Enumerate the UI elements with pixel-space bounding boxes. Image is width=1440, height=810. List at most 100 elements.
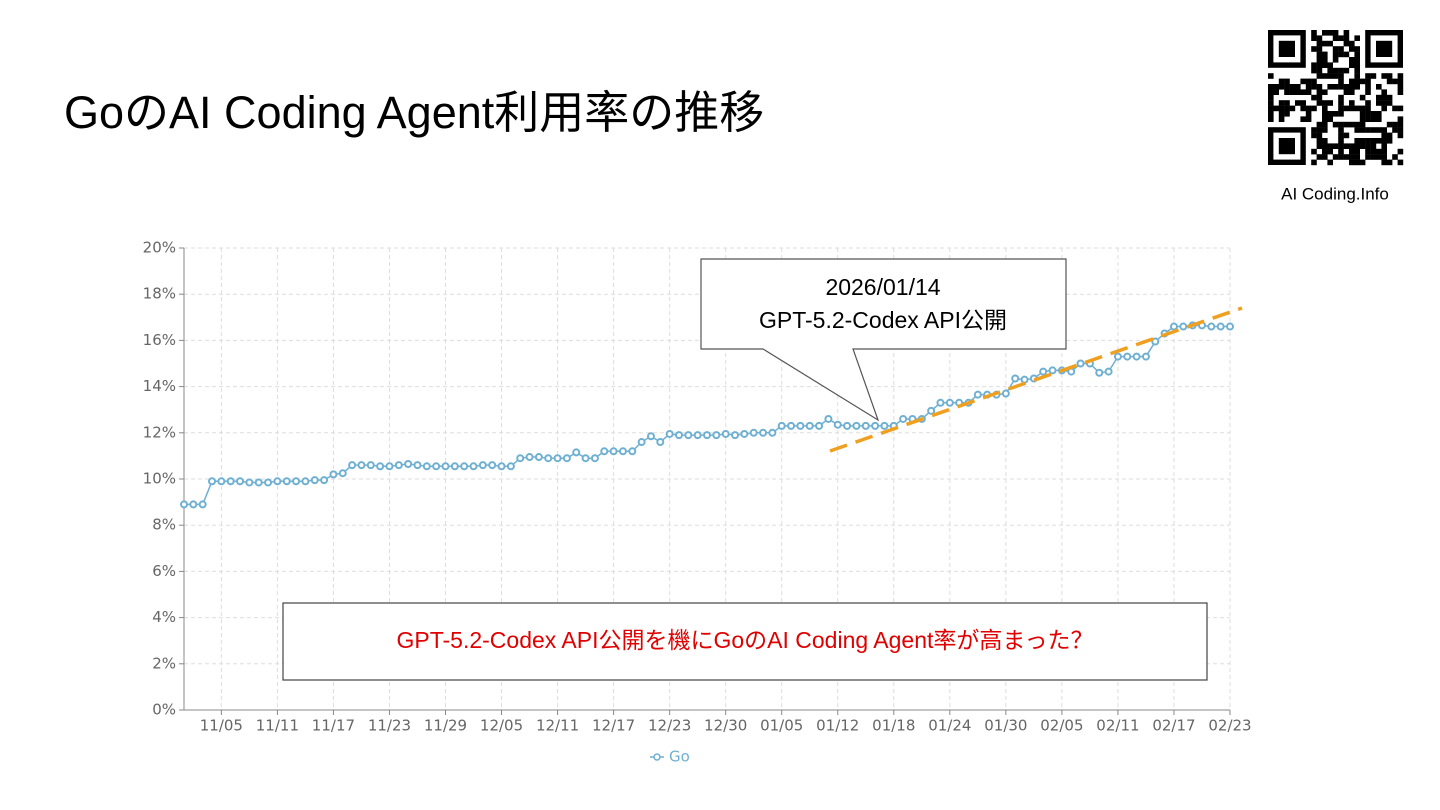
qr-module <box>1316 73 1323 79</box>
data-point <box>488 461 497 470</box>
y-tick-label: 4% <box>152 608 176 626</box>
qr-module <box>1354 154 1360 160</box>
qr-module <box>1311 62 1317 68</box>
qr-module <box>1322 148 1328 155</box>
qr-finder <box>1376 40 1393 57</box>
qr-module <box>1370 116 1377 122</box>
qr-module <box>1305 116 1312 122</box>
qr-module <box>1349 46 1355 52</box>
qr-module <box>1343 35 1350 41</box>
data-point <box>422 462 431 471</box>
qr-module <box>1365 111 1371 117</box>
qr-module <box>1338 154 1344 160</box>
qr-module <box>1305 111 1312 117</box>
note-box <box>282 602 1208 681</box>
data-point <box>936 398 945 407</box>
data-point <box>189 500 198 509</box>
data-point <box>1001 389 1010 398</box>
data-point <box>805 421 814 430</box>
qr-module <box>1305 84 1312 90</box>
qr-module <box>1316 35 1323 41</box>
qr-module <box>1397 127 1404 133</box>
y-tick-label: 20% <box>143 239 176 257</box>
data-point <box>731 431 740 440</box>
qr-module <box>1284 105 1290 112</box>
y-tick-label: 18% <box>143 285 176 303</box>
qr-module <box>1322 30 1328 36</box>
qr-module <box>1311 84 1317 90</box>
y-tick-label: 0% <box>152 701 176 719</box>
qr-module <box>1268 111 1274 117</box>
qr-module <box>1370 154 1377 160</box>
qr-module <box>1332 143 1339 149</box>
data-point <box>208 477 217 486</box>
qr-module <box>1316 132 1323 139</box>
qr-module <box>1316 84 1323 90</box>
x-tick-label: 02/17 <box>1152 717 1195 735</box>
qr-module <box>1397 73 1404 79</box>
qr-module <box>1397 105 1404 112</box>
data-point <box>301 477 310 486</box>
qr-module <box>1327 100 1333 106</box>
qr-module <box>1376 127 1382 133</box>
legend-label: Go <box>669 748 690 766</box>
data-point <box>1216 322 1225 331</box>
qr-module <box>1332 30 1339 36</box>
x-tick-label: 11/05 <box>200 717 243 735</box>
qr-module <box>1349 148 1355 155</box>
qr-module <box>1359 143 1366 149</box>
qr-module <box>1392 154 1398 160</box>
qr-module <box>1397 148 1404 155</box>
qr-finder <box>1267 127 1306 165</box>
qr-module <box>1332 57 1339 63</box>
data-point <box>618 447 627 456</box>
qr-module <box>1289 89 1296 95</box>
x-tick-label: 02/23 <box>1208 717 1251 735</box>
qr-module <box>1327 84 1333 90</box>
data-point <box>796 421 805 430</box>
qr-module <box>1338 84 1344 90</box>
qr-module <box>1295 100 1301 106</box>
qr-module <box>1295 89 1301 95</box>
qr-module <box>1284 78 1290 85</box>
qr-module <box>1316 57 1323 63</box>
data-point <box>637 438 646 447</box>
qr-module <box>1354 127 1360 133</box>
data-point <box>656 438 665 447</box>
qr-module <box>1354 148 1360 155</box>
data-point <box>338 469 347 478</box>
data-point <box>628 447 637 456</box>
qr-module <box>1349 89 1355 95</box>
data-point <box>217 477 226 486</box>
qr-module <box>1365 116 1371 122</box>
qr-module <box>1300 116 1306 122</box>
qr-module <box>1278 100 1285 106</box>
qr-module <box>1354 121 1360 128</box>
qr-module <box>1338 51 1344 58</box>
qr-module <box>1386 138 1393 144</box>
qr-module <box>1278 105 1285 112</box>
qr-module <box>1359 138 1366 144</box>
data-point <box>432 462 441 471</box>
qr-module <box>1327 67 1333 74</box>
qr-module <box>1289 105 1296 112</box>
qr-module <box>1295 84 1301 90</box>
qr-module <box>1365 78 1371 85</box>
qr-module <box>1392 78 1398 85</box>
qr-module <box>1354 143 1360 149</box>
qr-module <box>1370 138 1377 144</box>
y-tick-label: 10% <box>143 470 176 488</box>
qr-module <box>1322 111 1328 117</box>
y-tick-label: 14% <box>143 377 176 395</box>
qr-module <box>1316 51 1323 58</box>
qr-module <box>1386 132 1393 139</box>
qr-module <box>1354 84 1360 90</box>
qr-module <box>1332 67 1339 74</box>
x-tick-label: 11/29 <box>424 717 467 735</box>
qr-module <box>1365 105 1371 112</box>
qr-module <box>1343 84 1350 90</box>
data-point <box>1207 322 1216 331</box>
qr-module <box>1349 62 1355 68</box>
qr-module <box>1370 148 1377 155</box>
data-point <box>394 461 403 470</box>
